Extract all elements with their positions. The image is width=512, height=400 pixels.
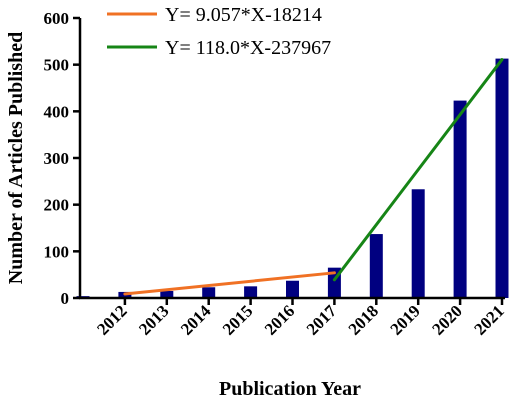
y-axis-title: Number of Articles Published [5,32,27,284]
fit-line-1 [123,271,336,296]
bar-2018 [369,234,383,298]
y-tick-label-600: 600 [44,9,70,28]
bar-2016 [286,280,299,298]
legend: Y= 9.057*X-18214 Y= 118.0*X-237967 [107,4,331,59]
fit-lines [123,58,504,296]
bars [76,58,509,298]
y-ticks: 0 100 200 300 400 500 600 [44,9,80,308]
bar-2020 [453,100,467,298]
x-tick-label-2020: 2020 [428,301,465,338]
x-tick-label-2013: 2013 [135,301,172,338]
x-tick-label-2014: 2014 [177,301,215,339]
y-tick-label-500: 500 [44,56,70,75]
y-tick-label-200: 200 [44,196,70,215]
y-tick-label-300: 300 [44,149,70,168]
fit-line-2 [332,58,504,282]
bar-2019 [411,189,425,298]
x-tick-label-2016: 2016 [261,301,298,338]
x-tick-label-2015: 2015 [219,301,256,338]
x-tick-label-2018: 2018 [345,301,382,338]
y-tick-label-400: 400 [44,102,70,121]
x-tick-label-2021: 2021 [470,301,507,338]
bar-2015 [244,286,258,298]
legend-label-1: Y= 9.057*X-18214 [165,4,322,26]
x-tick-label-2019: 2019 [387,301,424,338]
bar-2013 [160,291,174,298]
y-tick-label-0: 0 [61,289,70,308]
y-tick-label-100: 100 [44,242,70,261]
x-tick-label-2012: 2012 [93,301,130,338]
x-ticks: 2012 2013 2014 2015 2016 2017 2018 2019 2020 2021 [93,298,508,339]
bar-2014 [202,287,216,298]
bar-2021 [495,58,509,298]
x-tick-label-2017: 2017 [303,301,341,339]
x-axis-title: Publication Year [219,378,361,400]
legend-label-2: Y= 118.0*X-237967 [165,37,331,59]
